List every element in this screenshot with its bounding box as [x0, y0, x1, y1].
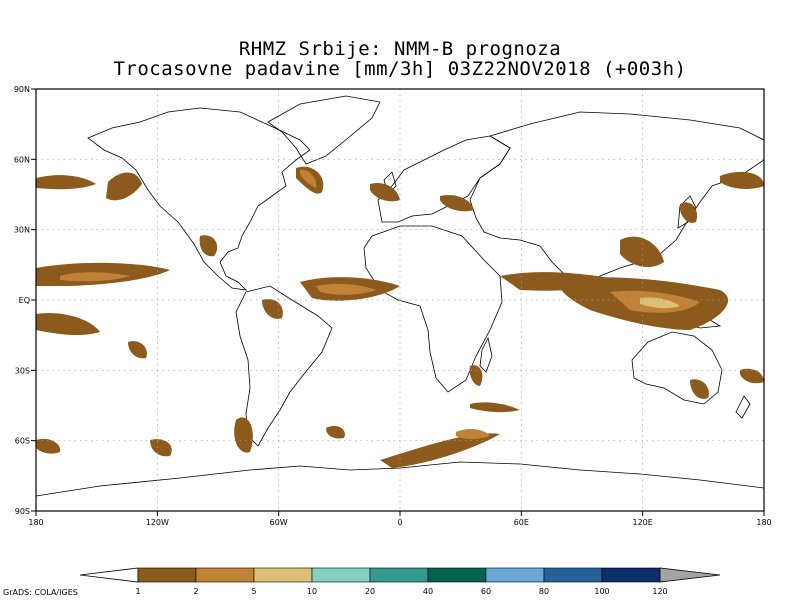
colorbar-swatch [601, 567, 661, 583]
x-tick-label: 180 [28, 518, 43, 527]
colorbar-level-label: 80 [539, 587, 549, 596]
x-tick-label: 180 [756, 518, 771, 527]
colorbar-over-triangle [659, 567, 721, 583]
colorbar: 1 2 5 10 20 40 60 80 100 120 [79, 567, 721, 596]
precipitation-field [36, 166, 764, 468]
colorbar-level-label: 100 [594, 587, 609, 596]
y-tick-label: 60N [14, 155, 30, 164]
colorbar-level-label: 2 [193, 587, 198, 596]
colorbar-under-triangle [79, 567, 139, 583]
y-tick-label: 60S [15, 437, 30, 446]
colorbar-level-label: 10 [307, 587, 317, 596]
y-tick-label: EQ [19, 296, 30, 305]
graticule [36, 89, 764, 511]
y-tick-label: 30N [14, 226, 30, 235]
y-tick-label: 90N [14, 85, 30, 94]
grads-credit: GrADS: COLA/IGES [3, 588, 78, 597]
colorbar-level-label: 60 [481, 587, 491, 596]
colorbar-swatch [253, 567, 313, 583]
map-title: RHMZ Srbije: NMM-B prognoza [238, 38, 562, 60]
axis-ticks: 180 120W 60W 0 60E 120E 180 90N 60N 30N EQ 30S 60S 90… [14, 85, 772, 527]
colorbar-level-label: 40 [423, 587, 433, 596]
colorbar-level-label: 20 [365, 587, 375, 596]
colorbar-swatch [369, 567, 429, 583]
colorbar-swatch [195, 567, 255, 583]
colorbar-swatch [485, 567, 545, 583]
colorbar-swatch [311, 567, 371, 583]
colorbar-swatch [427, 567, 487, 583]
map-subtitle: Trocasovne padavine [mm/3h] 03Z22NOV2018… [113, 58, 687, 80]
colorbar-swatch [543, 567, 603, 583]
x-tick-label: 120W [146, 518, 169, 527]
x-tick-label: 0 [397, 518, 402, 527]
colorbar-level-label: 5 [251, 587, 256, 596]
colorbar-level-label: 120 [652, 587, 667, 596]
y-tick-label: 30S [15, 366, 30, 375]
colorbar-swatch [137, 567, 197, 583]
y-tick-label: 90S [15, 507, 30, 516]
x-tick-label: 60W [270, 518, 288, 527]
x-tick-label: 60E [514, 518, 529, 527]
x-tick-label: 120E [633, 518, 653, 527]
colorbar-level-label: 1 [135, 587, 140, 596]
